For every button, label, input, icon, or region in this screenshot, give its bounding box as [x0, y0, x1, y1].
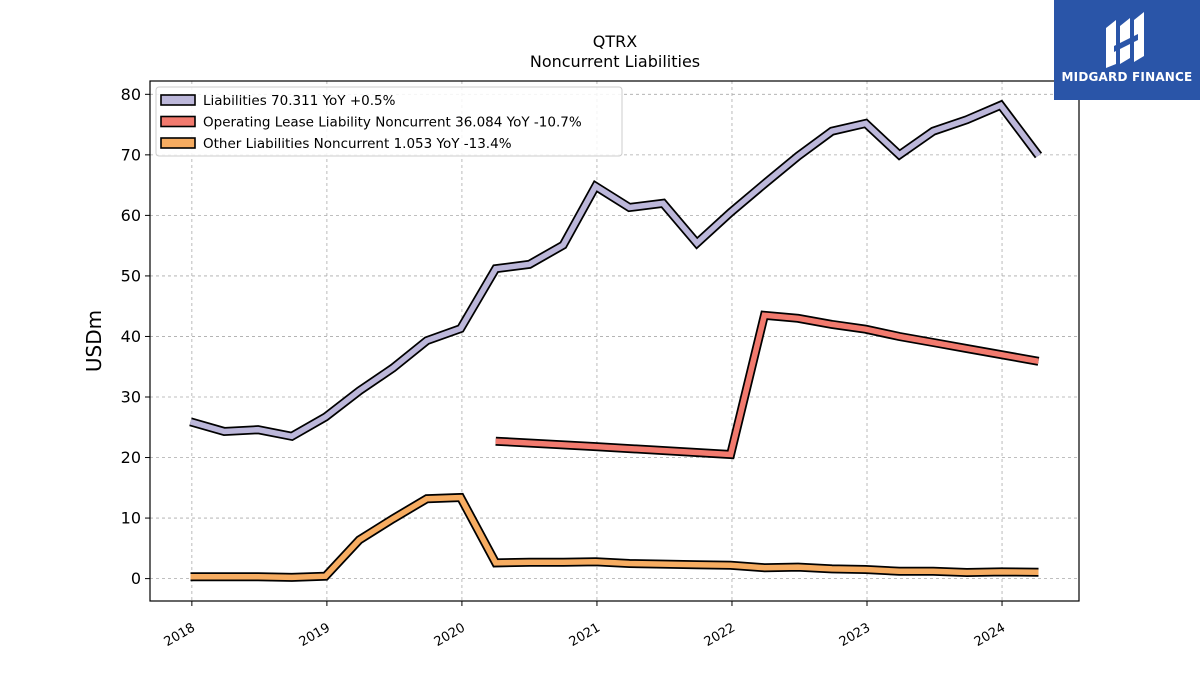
legend-label: Operating Lease Liability Noncurrent 36.…: [203, 115, 582, 131]
legend-box: [155, 86, 623, 157]
legend-swatch: [160, 137, 196, 149]
series-layer: [189, 99, 1043, 582]
legend: Liabilities 70.311 YoY +0.5% Operating Le…: [155, 86, 623, 157]
legend-label: Other Liabilities Noncurrent 1.053 YoY -…: [203, 136, 512, 152]
plot-frame: [149, 80, 1080, 602]
y-axis: 0 10 20 30 40 50 60 70 80: [121, 85, 150, 588]
legend-swatch: [160, 115, 196, 128]
chart-title: QTRX: [593, 32, 637, 51]
x-tick-label: 2023: [837, 620, 873, 650]
y-tick-label: 0: [131, 569, 141, 588]
x-tick-label: 2022: [702, 620, 738, 650]
y-tick-label: 10: [121, 509, 141, 528]
series-line: [189, 101, 1041, 440]
y-tick-label: 30: [121, 387, 141, 406]
legend-label: Liabilities 70.311 YoY +0.5%: [203, 93, 396, 109]
series-0: [189, 99, 1043, 442]
x-tick-label: 2020: [432, 620, 468, 650]
y-tick-label: 20: [121, 448, 141, 467]
x-tick-label: 2019: [297, 620, 333, 650]
y-tick-label: 50: [121, 266, 141, 285]
x-tick-label: 2024: [972, 620, 1008, 650]
logo-mark-icon: [1106, 12, 1144, 68]
y-tick-label: 40: [121, 327, 141, 346]
brand-logo: MIDGARD FINANCE: [1054, 0, 1200, 100]
series-2: [190, 492, 1039, 582]
series-1: [495, 310, 1040, 460]
series-line: [495, 312, 1039, 458]
logo-text: MIDGARD FINANCE: [1061, 70, 1193, 84]
series-line: [190, 494, 1039, 581]
y-tick-label: 70: [121, 145, 141, 164]
y-tick-label: 60: [121, 206, 141, 225]
x-axis: 2018 2019 2020 2021 2022 2023 2024: [162, 601, 1008, 650]
legend-swatch: [160, 94, 196, 106]
y-axis-label: USDm: [82, 310, 106, 372]
x-tick-label: 2018: [162, 620, 198, 650]
y-tick-label: 80: [121, 85, 141, 104]
x-tick-label: 2021: [567, 620, 603, 650]
chart-subtitle: Noncurrent Liabilities: [530, 52, 700, 71]
